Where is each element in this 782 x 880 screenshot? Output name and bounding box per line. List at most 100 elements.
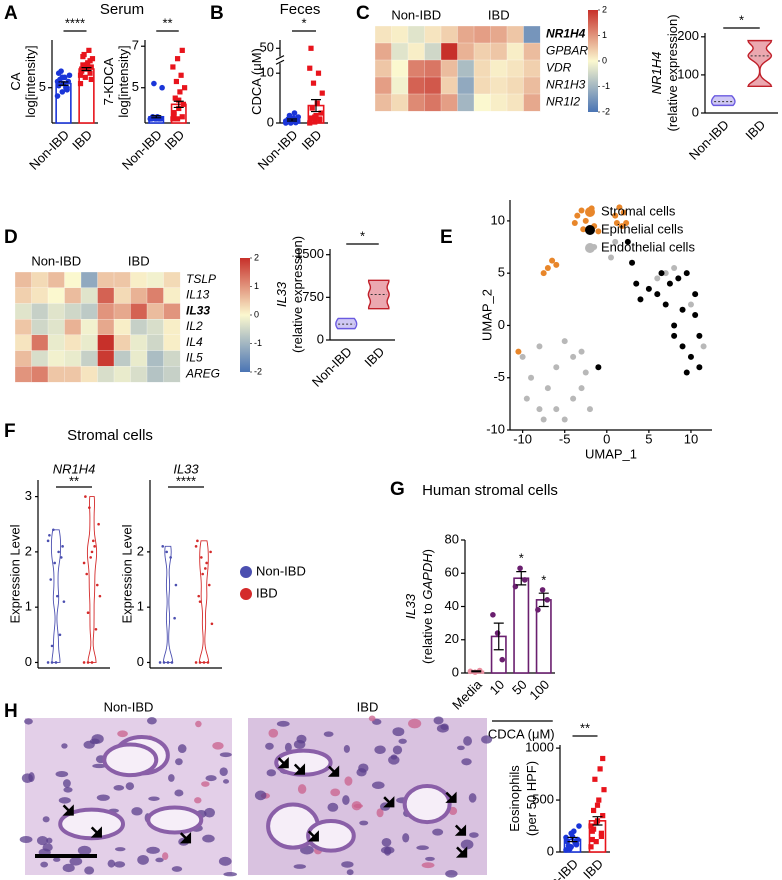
y-axis-label: Eosinophils — [507, 765, 522, 832]
nucleus — [432, 828, 444, 836]
data-point — [696, 364, 703, 371]
y-tick-label: 0 — [317, 331, 324, 346]
data-point — [209, 550, 212, 554]
heatmap-cell — [130, 303, 148, 320]
nucleus — [327, 802, 339, 812]
data-point — [59, 556, 63, 559]
row-label: NR1H3 — [546, 78, 586, 92]
data-point — [658, 270, 665, 277]
heatmap-cell — [80, 287, 98, 304]
panel-title: Stromal cells — [67, 427, 153, 444]
nucleus — [174, 789, 184, 797]
data-point — [629, 259, 636, 266]
significance: **** — [176, 473, 196, 488]
panel-label: A — [4, 3, 18, 24]
data-point — [523, 395, 530, 402]
data-point — [201, 572, 204, 576]
arrow — [90, 826, 102, 838]
heatmap-cell — [64, 303, 82, 320]
heatmap-cell — [47, 271, 65, 289]
heatmap-cell — [113, 366, 131, 383]
nucleus — [40, 861, 49, 868]
y-axis-label: IL33 — [274, 281, 289, 307]
data-point — [582, 369, 589, 376]
data-point — [317, 116, 323, 122]
heatmap-cell — [64, 334, 82, 352]
y-tick-label: 0 — [547, 843, 554, 858]
heatmap-cell — [31, 350, 49, 367]
y-axis-label-part: (per 50 HPF) — [524, 761, 539, 836]
legend-label: Epithelial cells — [601, 221, 684, 236]
heatmap-cell — [113, 303, 131, 320]
gland — [402, 784, 452, 825]
data-point — [308, 45, 314, 51]
heatmap-cell — [457, 76, 475, 95]
heatmap-cell — [80, 334, 98, 352]
heatmap-cell — [97, 271, 115, 289]
nucleus — [107, 859, 116, 868]
nucleus — [392, 727, 405, 737]
heatmap-cell — [407, 76, 425, 95]
data-point — [671, 332, 678, 339]
nucleus — [408, 718, 422, 729]
colorbar-tick-label: 0 — [602, 55, 607, 65]
heatmap-cell — [506, 42, 524, 61]
y-tick-label: 0 — [498, 317, 505, 332]
panel-label: C — [356, 3, 370, 24]
nucleus — [284, 742, 292, 752]
nucleus — [296, 734, 307, 744]
data-point — [197, 594, 201, 598]
colorbar-tick-label: -2 — [602, 106, 610, 116]
heatmap-cell — [146, 350, 164, 367]
data-point — [544, 597, 551, 603]
data-point — [205, 561, 208, 565]
row-label: AREG — [185, 366, 220, 380]
data-point — [87, 58, 93, 64]
nucleus — [19, 835, 33, 843]
significance: ** — [162, 15, 172, 30]
heatmap-cell — [163, 318, 181, 336]
x-tick-label: 5 — [645, 431, 652, 446]
arrow — [327, 765, 340, 777]
data-point — [53, 561, 56, 565]
error-bar — [471, 670, 482, 673]
data-point — [307, 65, 313, 71]
data-point — [46, 661, 50, 664]
heatmap-cell — [14, 271, 32, 289]
y-tick-label: 1000 — [525, 740, 554, 755]
heatmap-cell — [130, 366, 148, 383]
heatmap-cell — [97, 318, 115, 336]
heatmap-cell — [80, 350, 98, 367]
heatmap-cell — [407, 25, 425, 44]
data-point — [666, 280, 673, 287]
data-point — [596, 797, 602, 803]
data-point — [578, 348, 585, 355]
heatmap-cell — [457, 42, 475, 61]
heatmap-cell — [163, 350, 181, 367]
data-point — [598, 830, 604, 836]
nucleus — [358, 763, 369, 773]
arrow — [454, 824, 467, 836]
error-bar — [538, 592, 549, 608]
data-point — [593, 839, 599, 845]
data-point — [563, 834, 569, 841]
data-point — [662, 301, 669, 308]
data-point — [586, 406, 593, 413]
nucleus — [330, 788, 341, 797]
gland — [102, 742, 159, 778]
nucleus — [131, 807, 143, 816]
y-tick-label: 10 — [260, 65, 274, 80]
data-point — [85, 572, 89, 576]
nucleus — [194, 797, 202, 804]
error-bar — [493, 622, 504, 651]
heatmap-cell — [490, 25, 508, 44]
data-point — [162, 661, 166, 664]
x-tick-label: 10 — [684, 431, 698, 446]
heatmap-cell — [424, 93, 442, 112]
data-point — [576, 823, 582, 829]
y-axis-label: (per 50 HPF) — [524, 761, 539, 836]
data-point — [535, 607, 541, 613]
heatmap-cell — [130, 287, 148, 304]
y-axis-label: 7-KDCA — [101, 57, 116, 105]
nucleus — [113, 861, 126, 868]
